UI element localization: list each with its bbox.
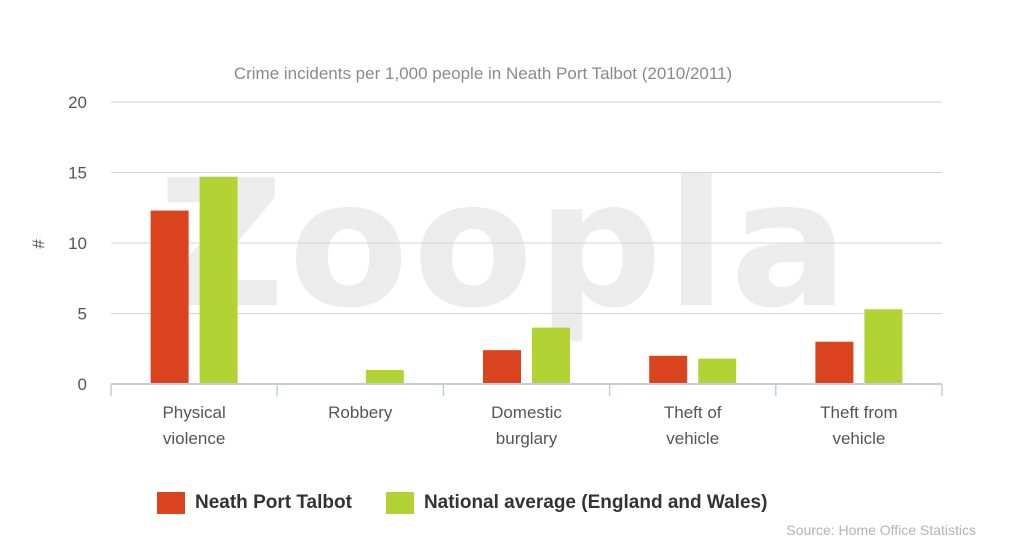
y-axis-label: # <box>29 239 48 249</box>
bar-national-average <box>864 309 903 384</box>
category-label: Theft from <box>820 403 897 422</box>
category-label: vehicle <box>666 429 719 448</box>
y-tick-label: 5 <box>78 305 87 324</box>
legend-label: National average (England and Wales) <box>423 492 768 513</box>
category-labels: Physical violence Robbery Domestic burglary T… <box>162 403 897 448</box>
category-label: violence <box>163 429 225 448</box>
x-axis <box>110 383 943 396</box>
y-tick-label: 10 <box>68 234 87 253</box>
bar-national-average <box>199 176 238 384</box>
legend-swatch <box>385 492 414 514</box>
legend-item-national-average: National average (England and Wales) <box>385 492 768 514</box>
bar-neath-port-talbot <box>483 350 521 384</box>
category-label: vehicle <box>832 429 885 448</box>
category-label: Domestic <box>491 403 562 422</box>
bar-neath-port-talbot <box>649 355 688 384</box>
category-label: burglary <box>496 429 558 448</box>
category-label: Robbery <box>328 403 393 422</box>
bar-neath-port-talbot <box>815 341 854 384</box>
legend-label: Neath Port Talbot <box>195 492 352 513</box>
bar-national-average <box>532 327 570 384</box>
legend-swatch <box>157 492 185 514</box>
legend-item-neath-port-talbot: Neath Port Talbot <box>157 492 352 514</box>
legend: Neath Port Talbot National average (Engl… <box>157 492 801 514</box>
source-note: Source: Home Office Statistics <box>786 522 976 538</box>
category-label: Theft of <box>664 403 722 422</box>
y-tick-label: 0 <box>78 375 87 394</box>
grid: 0 5 10 15 20 <box>68 93 942 394</box>
bar-national-average <box>698 358 737 384</box>
bar-national-average <box>365 369 404 384</box>
y-tick-label: 15 <box>68 164 87 183</box>
y-tick-label: 20 <box>68 93 87 112</box>
chart-title: Crime incidents per 1,000 people in Neat… <box>234 64 732 83</box>
category-label: Physical <box>162 403 225 422</box>
bars <box>150 176 903 384</box>
watermark-logo: Zoopla <box>158 144 853 347</box>
bar-neath-port-talbot <box>150 210 189 384</box>
